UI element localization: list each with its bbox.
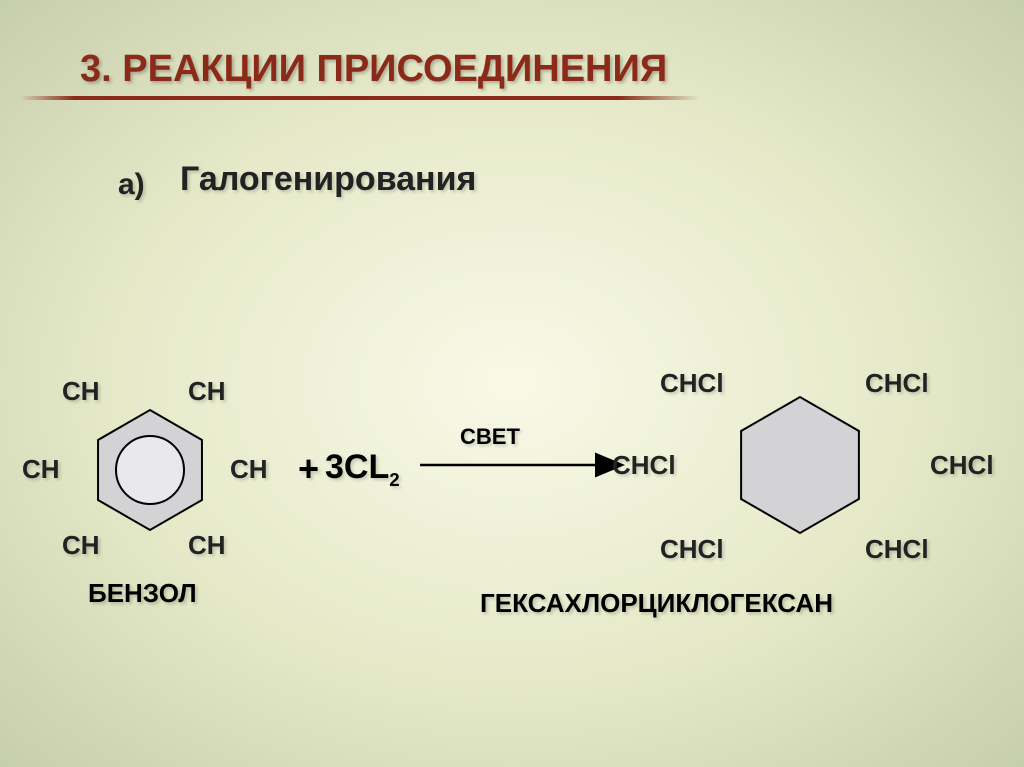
reagent-3cl2: 3CL2 xyxy=(325,448,400,491)
subtitle-marker: а) xyxy=(118,168,145,202)
product-chcl-bot-right: CHCl xyxy=(865,534,929,565)
benzene-ch-mid-right: CH xyxy=(230,454,268,485)
reagent-subscript: 2 xyxy=(389,469,399,490)
subtitle-text: Галогенирования xyxy=(180,160,476,199)
benzene-ch-bot-right: CH xyxy=(188,530,226,561)
condition-label: СВЕТ xyxy=(460,424,520,450)
product-chcl-mid-left: CHCl xyxy=(612,450,676,481)
product-caption: ГЕКСАХЛОРЦИКЛОГЕКСАН xyxy=(480,588,833,619)
benzene-ch-top-left: CH xyxy=(62,376,100,407)
plus-sign: + xyxy=(298,448,319,490)
reaction-arrow xyxy=(420,450,640,485)
benzene-ch-bot-left: CH xyxy=(62,530,100,561)
product-chcl-top-right: CHCl xyxy=(865,368,929,399)
product-chcl-top-left: CHCl xyxy=(660,368,724,399)
reagent-text: 3CL xyxy=(325,448,389,486)
product-hexagon xyxy=(710,375,890,560)
slide-title: 3. РЕАКЦИИ ПРИСОЕДИНЕНИЯ xyxy=(80,48,667,91)
product-chcl-mid-right: CHCl xyxy=(930,450,994,481)
title-container: 3. РЕАКЦИИ ПРИСОЕДИНЕНИЯ xyxy=(80,48,667,91)
product-chcl-bot-left: CHCl xyxy=(660,534,724,565)
benzene-ch-mid-left: CH xyxy=(22,454,60,485)
benzene-caption: БЕНЗОЛ xyxy=(88,578,197,609)
benzene-ch-top-right: CH xyxy=(188,376,226,407)
title-underline xyxy=(20,96,700,100)
